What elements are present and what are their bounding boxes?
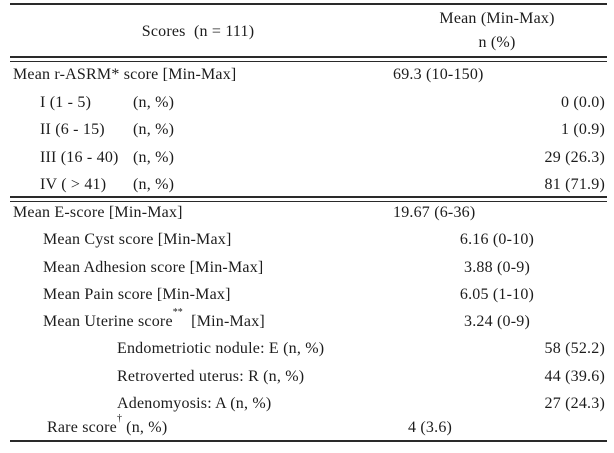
row-label: Mean E-score [Min-Max]: [13, 204, 183, 221]
table-row: Mean Pain score [Min-Max] 6.05 (1-10): [0, 284, 614, 306]
row-label: Mean Adhesion score [Min-Max]: [43, 259, 264, 276]
section-divider-rule: [10, 196, 607, 202]
row-value: 19.67 (6-36): [393, 204, 476, 221]
row-label: III (16 - 40): [40, 149, 119, 166]
row-label: Endometriotic nodule: E (n, %): [117, 340, 325, 357]
row-value: 44 (39.6): [544, 368, 605, 385]
row-label: Mean Cyst score [Min-Max]: [43, 231, 232, 248]
table-row: Retroverted uterus: R (n, %) 44 (39.6): [0, 366, 614, 388]
table-row: Mean Adhesion score [Min-Max] 3.88 (0-9): [0, 257, 614, 279]
row-value: 3.88 (0-9): [464, 259, 530, 276]
row-label: Retroverted uterus: R (n, %): [117, 368, 305, 385]
row-label: Mean Pain score [Min-Max]: [43, 286, 231, 303]
row-value: 0 (0.0): [560, 94, 605, 111]
header-divider-rule: [10, 56, 607, 62]
table-row: I (1 - 5) (n, %) 0 (0.0): [0, 92, 614, 114]
row-n-percent-label: (n, %): [133, 94, 175, 111]
table-row: Rare score† (n, %) 4 (3.6): [0, 412, 614, 439]
row-label: II (6 - 15): [40, 121, 105, 138]
table-row: Mean Cyst score [Min-Max] 6.16 (0-10): [0, 229, 614, 251]
row-value: 58 (52.2): [544, 340, 605, 357]
table-bottom-rule: [10, 440, 607, 442]
table-row: Mean E-score [Min-Max] 19.67 (6-36): [0, 202, 614, 224]
row-label: Mean Uterine score** [Min-Max]: [43, 306, 265, 330]
table-row: III (16 - 40) (n, %) 29 (26.3): [0, 147, 614, 169]
table-row: Endometriotic nodule: E (n, %) 58 (52.2): [0, 338, 614, 360]
table-row: Adenomyosis: A (n, %) 27 (24.3): [0, 393, 614, 415]
row-value: 69.3 (10-150): [393, 66, 484, 83]
row-value: 3.24 (0-9): [464, 313, 530, 330]
row-label: I (1 - 5): [40, 94, 92, 111]
column-header-scores: Scores (n = 111): [141, 23, 255, 40]
row-label: Mean r-ASRM* score [Min-Max]: [13, 66, 237, 83]
column-header-n-percent: n (%): [478, 34, 516, 51]
table-row: Mean r-ASRM* score [Min-Max] 69.3 (10-150…: [0, 64, 614, 86]
row-label: Rare score† (n, %): [47, 412, 168, 436]
row-value: 81 (71.9): [544, 176, 605, 193]
row-value: 27 (24.3): [544, 395, 605, 412]
table-row: Mean Uterine score** [Min-Max] 3.24 (0-9): [0, 306, 614, 333]
row-value: 6.05 (1-10): [459, 286, 535, 303]
footnote-marker: †: [116, 412, 122, 424]
row-n-percent-label: (n, %): [133, 176, 175, 193]
row-n-percent-label: (n, %): [133, 121, 175, 138]
row-value: 29 (26.3): [544, 149, 605, 166]
row-label-suffix: (n, %): [121, 419, 168, 436]
row-n-percent-label: (n, %): [133, 149, 175, 166]
row-value: 4 (3.6): [408, 419, 453, 436]
row-value: 6.16 (0-10): [459, 231, 535, 248]
row-label: IV ( > 41): [40, 176, 107, 193]
row-value: 1 (0.9): [560, 121, 605, 138]
row-label-suffix: [Min-Max]: [182, 313, 265, 330]
table-row: IV ( > 41) (n, %) 81 (71.9): [0, 174, 614, 196]
table-row: II (6 - 15) (n, %) 1 (0.9): [0, 119, 614, 141]
column-header-mean-minmax: Mean (Min-Max): [439, 10, 555, 27]
row-label: Adenomyosis: A (n, %): [117, 395, 272, 412]
footnote-marker: **: [172, 306, 183, 318]
table-top-rule: [10, 3, 607, 5]
